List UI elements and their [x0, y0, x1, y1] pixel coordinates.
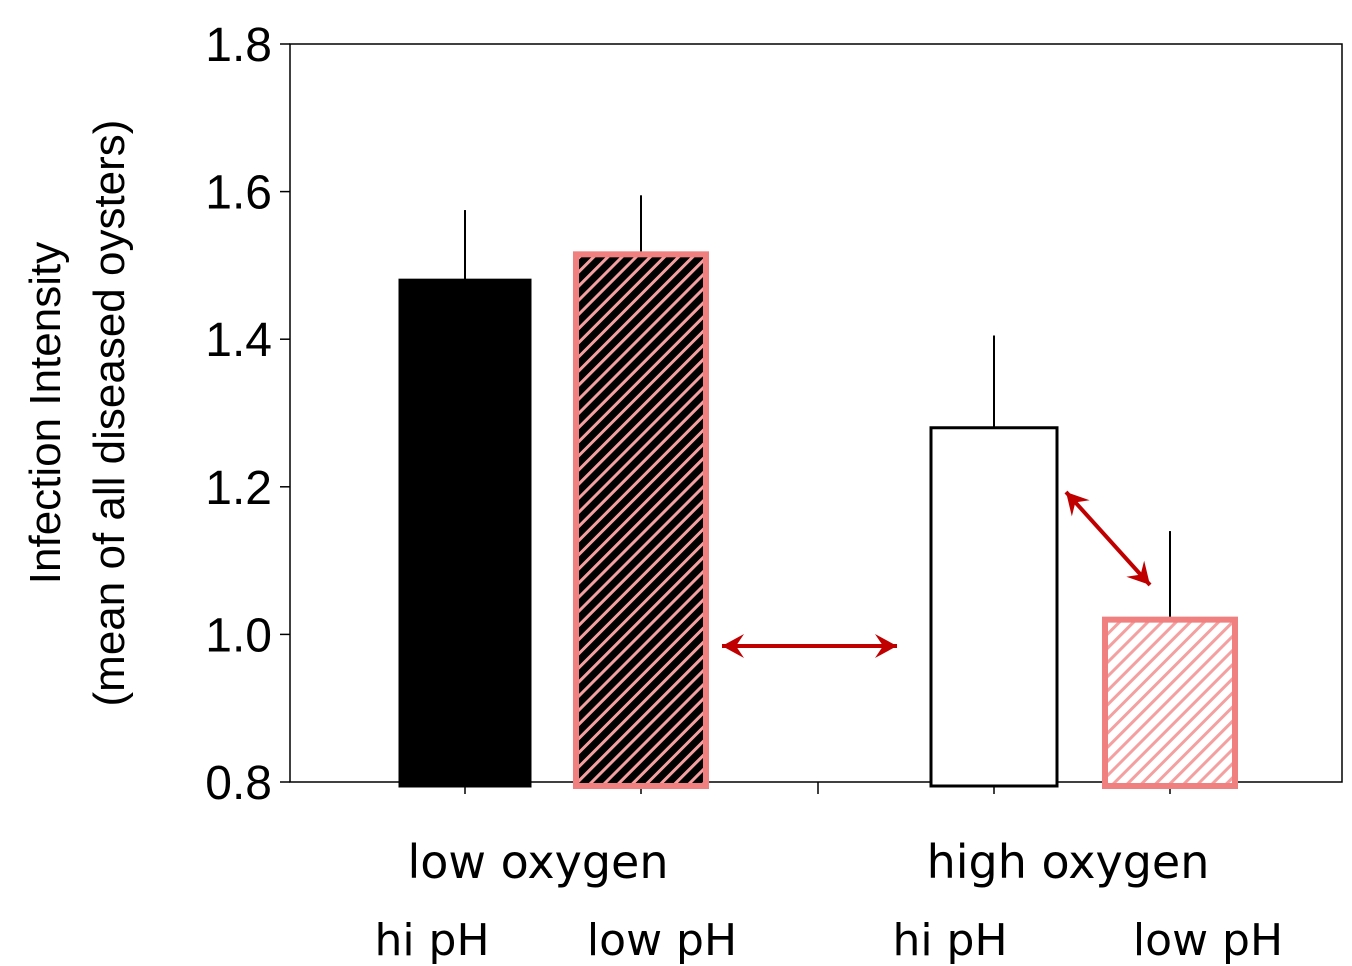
- bar-low-oxygen-hi-ph: [398, 278, 532, 788]
- group-label-low-oxygen: low oxygen: [408, 835, 669, 889]
- bar-high-oxygen-hi-ph: [929, 426, 1059, 788]
- y-tick-label: 1.6: [205, 167, 272, 220]
- y-axis: 0.8 1.0 1.2 1.4 1.6 1.8: [205, 19, 290, 810]
- bar-label-high-oxygen-low-ph: low pH: [1133, 915, 1283, 966]
- x-axis-ticks: [464, 782, 1171, 794]
- bar-label-high-oxygen-hi-ph: hi pH: [892, 915, 1007, 966]
- bar-low-oxygen-low-ph: [573, 251, 709, 789]
- bar-high-oxygen-low-ph: [1102, 616, 1238, 790]
- y-axis-title-line1: Infection Intensity: [21, 242, 70, 584]
- error-bars: [464, 195, 1171, 620]
- bar-label-low-oxygen-low-ph: low pH: [587, 915, 737, 966]
- bars: [398, 251, 1238, 790]
- y-tick-label: 1.2: [205, 462, 272, 515]
- annotation-arrows: [722, 490, 1152, 658]
- y-tick-label: 1.8: [205, 19, 272, 72]
- group-label-high-oxygen: high oxygen: [927, 835, 1210, 889]
- y-tick-label: 0.8: [205, 757, 272, 810]
- y-tick-label: 1.4: [205, 314, 272, 367]
- y-tick-label: 1.0: [205, 609, 272, 662]
- y-axis-title-line2: (mean of all diseased oysters): [85, 120, 134, 707]
- bar-label-low-oxygen-hi-ph: hi pH: [374, 915, 489, 966]
- plot-frame: [289, 43, 1343, 783]
- arrow-low-ph-to-high-oxygen: [722, 634, 897, 658]
- arrow-high-oxygen-ph: [1064, 490, 1152, 587]
